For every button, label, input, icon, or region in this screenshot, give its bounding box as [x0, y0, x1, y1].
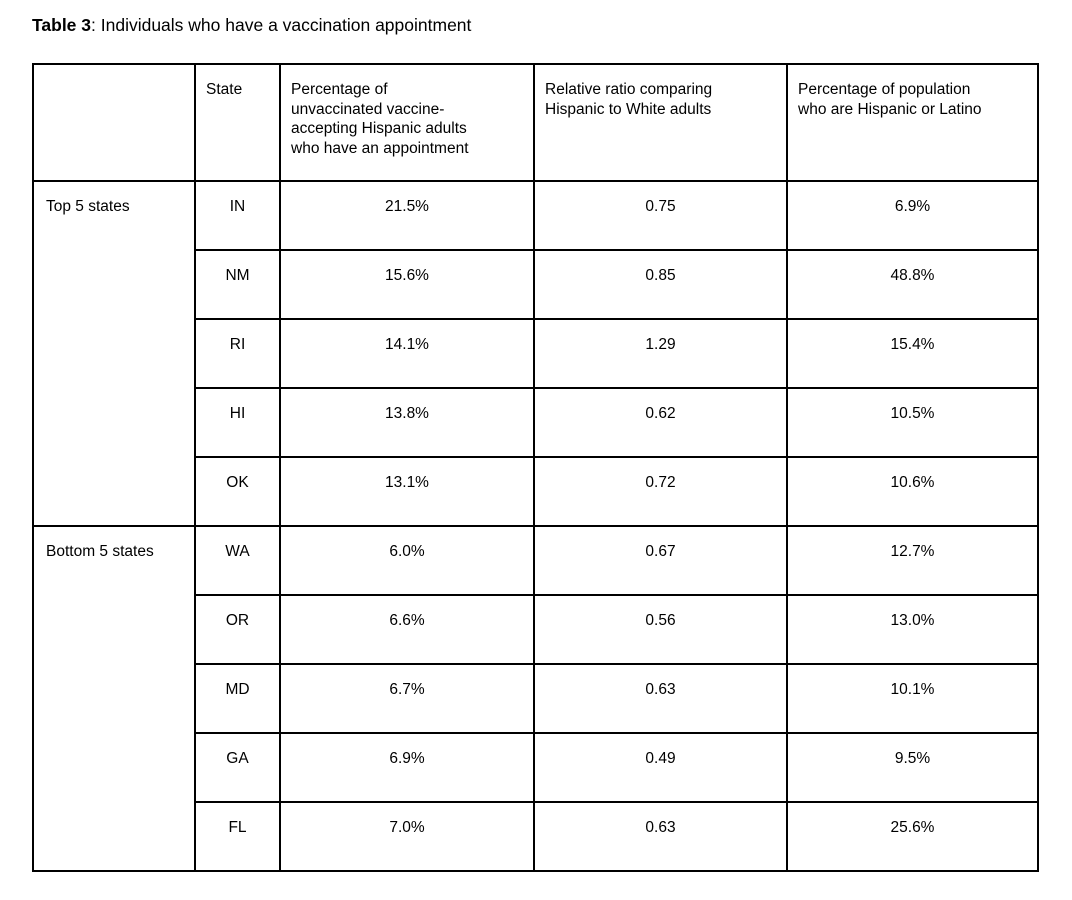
table-row-ga: GA 6.9% 0.49 9.5%	[33, 732, 1039, 803]
population-pct-cell: 9.5%	[786, 732, 1039, 803]
ratio-cell: 0.72	[533, 456, 788, 527]
column-header-blank	[32, 63, 196, 182]
table-row-fl: FL 7.0% 0.63 25.6%	[33, 801, 1039, 872]
table-caption: Table 3: Individuals who have a vaccinat…	[32, 14, 1040, 36]
table-row-hi: HI 13.8% 0.62 10.5%	[33, 387, 1039, 458]
ratio-cell: 0.75	[533, 180, 788, 251]
population-pct-cell: 6.9%	[786, 180, 1039, 251]
table-row-or: OR 6.6% 0.56 13.0%	[33, 594, 1039, 665]
state-cell: MD	[194, 663, 281, 734]
population-pct-cell: 15.4%	[786, 318, 1039, 389]
appointment-pct-cell: 15.6%	[279, 249, 535, 320]
table-row-ok: OK 13.1% 0.72 10.6%	[33, 456, 1039, 527]
table-row-md: MD 6.7% 0.63 10.1%	[33, 663, 1039, 734]
column-header-hispanic-population-pct: Percentage of population who are Hispani…	[786, 63, 1039, 182]
appointment-pct-cell: 14.1%	[279, 318, 535, 389]
state-cell: RI	[194, 318, 281, 389]
state-cell: GA	[194, 732, 281, 803]
table-row-ri: RI 14.1% 1.29 15.4%	[33, 318, 1039, 389]
state-cell: OR	[194, 594, 281, 665]
column-header-relative-ratio: Relative ratio comparing Hispanic to Whi…	[533, 63, 788, 182]
appointment-pct-cell: 7.0%	[279, 801, 535, 872]
row-group-label-top5: Top 5 states	[32, 180, 196, 527]
population-pct-cell: 25.6%	[786, 801, 1039, 872]
table-row-in: Top 5 states IN 21.5% 0.75 6.9%	[32, 180, 1039, 527]
appointment-pct-cell: 6.0%	[279, 525, 535, 596]
column-header-appointment-pct: Percentage of unvaccinated vaccine- acce…	[279, 63, 535, 182]
table-number: Table 3	[32, 15, 92, 35]
appointment-pct-cell: 6.6%	[279, 594, 535, 665]
state-cell: IN	[194, 180, 281, 251]
ratio-cell: 0.63	[533, 801, 788, 872]
column-header-state: State	[194, 63, 281, 182]
population-pct-cell: 13.0%	[786, 594, 1039, 665]
state-cell: FL	[194, 801, 281, 872]
ratio-cell: 0.63	[533, 663, 788, 734]
population-pct-cell: 48.8%	[786, 249, 1039, 320]
population-pct-cell: 12.7%	[786, 525, 1039, 596]
population-pct-cell: 10.1%	[786, 663, 1039, 734]
ratio-cell: 0.49	[533, 732, 788, 803]
population-pct-cell: 10.6%	[786, 456, 1039, 527]
ratio-cell: 0.62	[533, 387, 788, 458]
ratio-cell: 0.67	[533, 525, 788, 596]
ratio-cell: 0.56	[533, 594, 788, 665]
ratio-cell: 1.29	[533, 318, 788, 389]
state-cell: NM	[194, 249, 281, 320]
ratio-cell: 0.85	[533, 249, 788, 320]
header-row: State Percentage of unvaccinated vaccine…	[32, 63, 1039, 182]
appointment-pct-cell: 13.1%	[279, 456, 535, 527]
appointment-pct-cell: 6.9%	[279, 732, 535, 803]
row-group-label-bottom5: Bottom 5 states	[32, 525, 196, 872]
population-pct-cell: 10.5%	[786, 387, 1039, 458]
appointment-pct-cell: 6.7%	[279, 663, 535, 734]
state-cell: HI	[194, 387, 281, 458]
appointment-pct-cell: 13.8%	[279, 387, 535, 458]
vaccination-appointment-table: State Percentage of unvaccinated vaccine…	[32, 63, 1039, 872]
table-row-nm: NM 15.6% 0.85 48.8%	[33, 249, 1039, 320]
appointment-pct-cell: 21.5%	[279, 180, 535, 251]
table-title-text: : Individuals who have a vaccination app…	[91, 15, 472, 35]
state-cell: OK	[194, 456, 281, 527]
table-row-wa: Bottom 5 states WA 6.0% 0.67 12.7%	[32, 525, 1039, 872]
state-cell: WA	[194, 525, 281, 596]
